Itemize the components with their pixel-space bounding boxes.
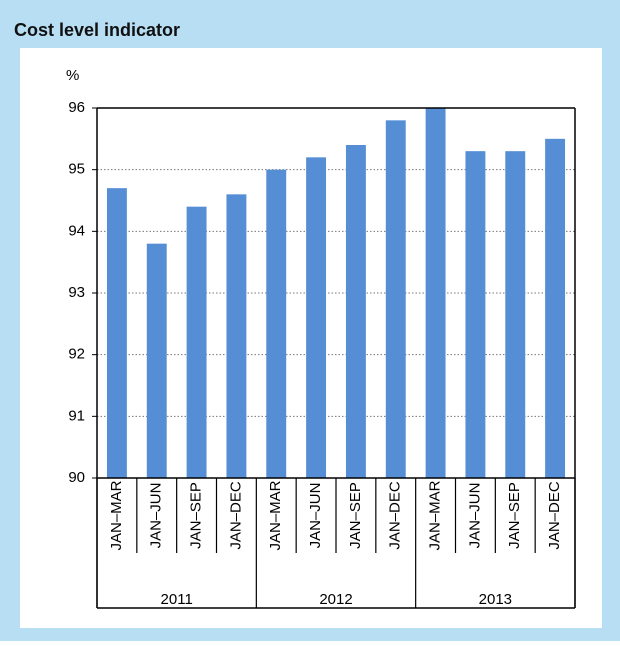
x-tick-label: JAN–JUN (307, 483, 324, 549)
x-tick-label: JAN–MAR (427, 480, 444, 550)
chart-title: Cost level indicator (14, 20, 180, 40)
x-tick-label: JAN–SEP (347, 482, 364, 549)
y-tick-label: 95 (68, 161, 85, 178)
x-tick-label: JAN–JUN (466, 483, 483, 549)
x-tick-label: JAN–DEC (387, 481, 404, 550)
bar (186, 206, 207, 478)
x-tick-label: JAN–MAR (267, 480, 284, 550)
bar (505, 151, 526, 478)
y-tick-label: 94 (68, 222, 85, 239)
bar (106, 188, 127, 478)
y-tick-label: 91 (68, 407, 85, 424)
group-label: 2011 (161, 591, 193, 608)
x-tick-label: JAN–SEP (506, 482, 523, 549)
bar (146, 243, 167, 478)
y-tick-label: 96 (68, 99, 85, 116)
bar (345, 145, 366, 478)
bar (306, 157, 327, 479)
x-tick-label: JAN–DEC (546, 481, 563, 550)
group-label: 2013 (479, 591, 512, 608)
x-tick-label: JAN–DEC (227, 481, 244, 550)
bar (385, 120, 406, 478)
x-tick-label: JAN–JUN (148, 483, 165, 549)
bar (425, 108, 446, 478)
bar (266, 169, 287, 478)
y-tick-label: 93 (68, 284, 85, 301)
x-tick-label: JAN–SEP (188, 482, 205, 549)
bar (226, 194, 247, 479)
group-label: 2012 (319, 591, 352, 608)
y-tick-label: 92 (68, 346, 85, 363)
bar (465, 151, 486, 478)
y-tick-label: 90 (68, 469, 85, 486)
x-tick-label: JAN–MAR (108, 480, 125, 550)
y-axis-label: % (66, 67, 79, 84)
bar (545, 138, 566, 479)
